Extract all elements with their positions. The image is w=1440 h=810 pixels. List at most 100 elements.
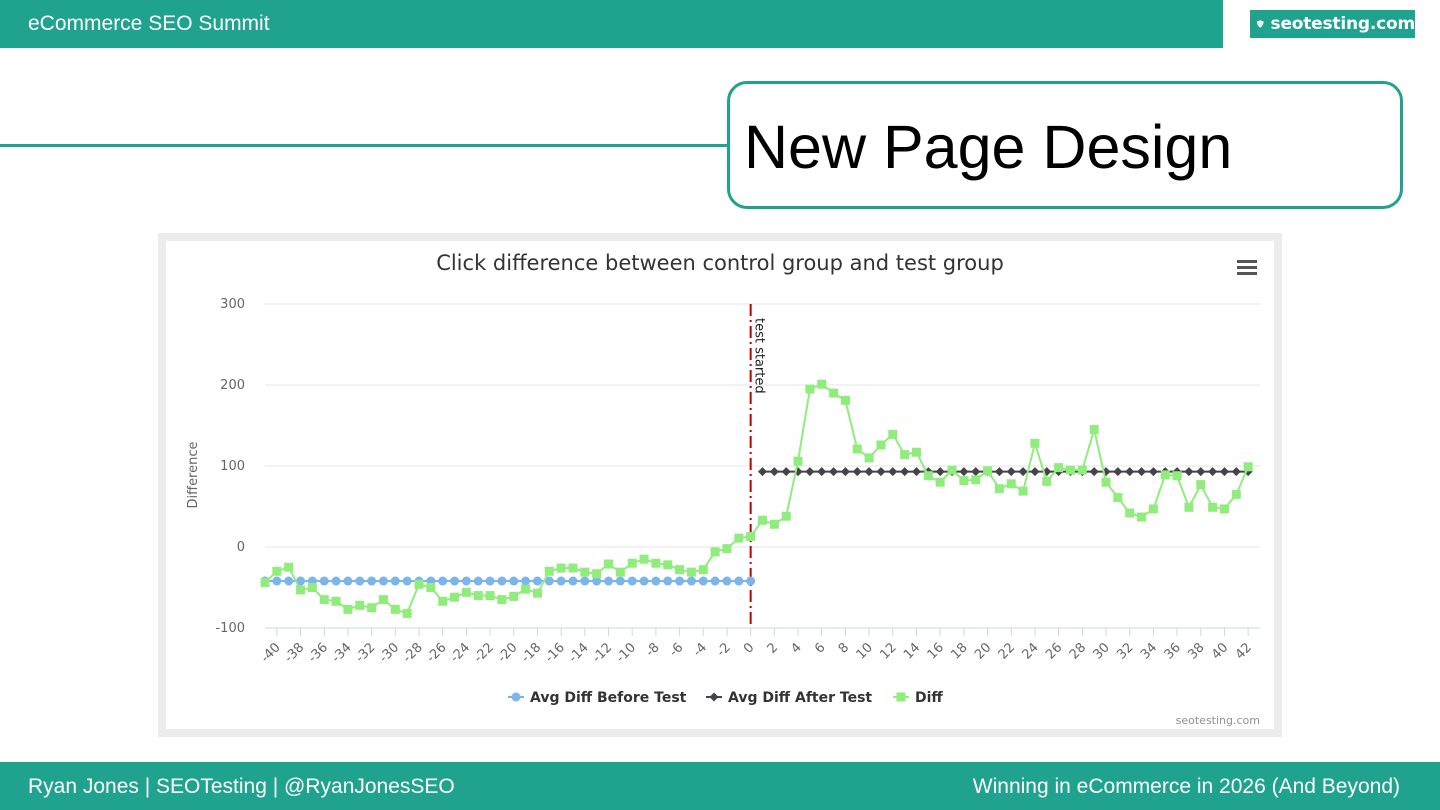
chart-credit[interactable]: seotesting.com [1176, 714, 1260, 727]
chart-title: Click difference between control group a… [436, 251, 1004, 275]
data-point [1030, 438, 1040, 448]
x-tick-label: -4 [690, 640, 710, 660]
data-point [556, 576, 566, 586]
legend-item[interactable]: Avg Diff After Test [706, 690, 872, 706]
y-tick-label: 200 [220, 378, 245, 393]
data-point [1160, 470, 1170, 480]
data-point [947, 465, 957, 475]
x-tick-label: 40 [1209, 640, 1231, 662]
data-point [604, 559, 614, 569]
data-point [900, 467, 910, 477]
chart-legend: Avg Diff Before Test Avg Diff After Test D… [508, 690, 943, 706]
y-tick-label: 300 [220, 297, 245, 312]
data-point [686, 576, 696, 586]
data-point [1196, 480, 1206, 490]
data-point [367, 603, 377, 613]
data-point [402, 608, 412, 618]
title-rule [0, 144, 730, 147]
event-title: eCommerce SEO Summit [28, 12, 270, 35]
x-tick-label: -16 [542, 640, 568, 666]
series-square [260, 379, 1253, 618]
footer-talk-title: Winning in eCommerce in 2026 (And Beyond… [972, 775, 1400, 798]
data-point [888, 467, 898, 477]
legend-item[interactable]: Avg Diff Before Test [508, 690, 687, 706]
data-point [461, 576, 471, 586]
series-circle [260, 576, 756, 586]
data-point [1137, 467, 1147, 477]
x-tick-label: -34 [329, 640, 355, 666]
data-point [864, 453, 874, 463]
data-point [272, 576, 282, 586]
y-tick-label: 100 [220, 459, 245, 474]
data-point [663, 560, 673, 570]
data-point [1231, 467, 1241, 477]
x-tick-label: 22 [996, 640, 1018, 662]
data-point [438, 596, 448, 606]
test-started-line: test started [749, 304, 767, 628]
x-tick-label: -10 [613, 640, 639, 666]
footer-bar: Ryan Jones | SEOTesting | @RyanJonesSEO … [0, 762, 1440, 810]
x-tick-label: 0 [741, 640, 757, 656]
x-tick-label: 32 [1114, 640, 1136, 662]
data-point [1125, 508, 1135, 518]
data-point [473, 591, 483, 601]
legend-item[interactable]: Diff [893, 690, 943, 706]
data-point [556, 563, 566, 573]
x-tick-label: -6 [667, 640, 687, 660]
data-point [971, 475, 981, 485]
data-point [272, 566, 282, 576]
data-point [485, 591, 495, 601]
data-point [473, 576, 483, 586]
x-tick-label: 20 [972, 640, 994, 662]
x-tick-label: 12 [877, 640, 899, 662]
data-point [781, 511, 791, 521]
data-point [1231, 489, 1241, 499]
data-point [284, 576, 294, 586]
data-point [260, 578, 270, 588]
data-point [983, 466, 993, 476]
data-point [544, 576, 554, 586]
data-point [497, 595, 507, 605]
data-point [935, 477, 945, 487]
x-tick-label: -8 [643, 640, 663, 660]
data-point [402, 576, 412, 586]
data-point [1137, 512, 1147, 522]
data-point [615, 567, 625, 577]
data-point [296, 576, 306, 586]
data-point [769, 467, 779, 477]
data-point [911, 447, 921, 457]
hamburger-menu-icon[interactable] [1236, 258, 1258, 278]
data-point [296, 585, 306, 595]
legend-marker [896, 692, 906, 702]
legend-marker [709, 692, 719, 702]
footer-author: Ryan Jones | SEOTesting | @RyanJonesSEO [28, 775, 455, 798]
data-point [900, 450, 910, 460]
data-point [758, 467, 767, 477]
x-tick-label: -40 [258, 640, 284, 666]
x-tick-label: -26 [424, 640, 450, 666]
data-point [994, 484, 1004, 494]
data-point [722, 544, 732, 554]
data-point [1208, 502, 1218, 512]
data-point [615, 576, 625, 586]
data-point [651, 558, 661, 568]
x-tick-label: 38 [1185, 640, 1207, 662]
data-point [710, 576, 720, 586]
data-point [390, 604, 400, 614]
data-point [485, 576, 495, 586]
data-point [1148, 504, 1158, 514]
line-chart: Click difference between control group a… [186, 251, 1260, 727]
data-point [1089, 467, 1099, 477]
x-tick-label: 28 [1067, 640, 1089, 662]
data-point [675, 576, 685, 586]
x-tick-label: 30 [1091, 640, 1113, 662]
x-tick-label: 42 [1233, 640, 1255, 662]
data-point [532, 576, 542, 586]
data-point [532, 588, 542, 598]
data-point [331, 596, 341, 606]
data-point [1243, 462, 1253, 472]
data-point [604, 576, 614, 586]
data-point [378, 595, 388, 605]
data-point [746, 531, 756, 541]
data-point [734, 533, 744, 543]
